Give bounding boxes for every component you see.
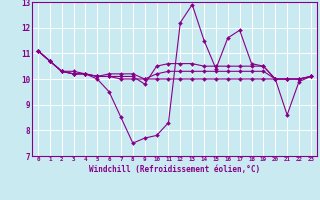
X-axis label: Windchill (Refroidissement éolien,°C): Windchill (Refroidissement éolien,°C) [89,165,260,174]
